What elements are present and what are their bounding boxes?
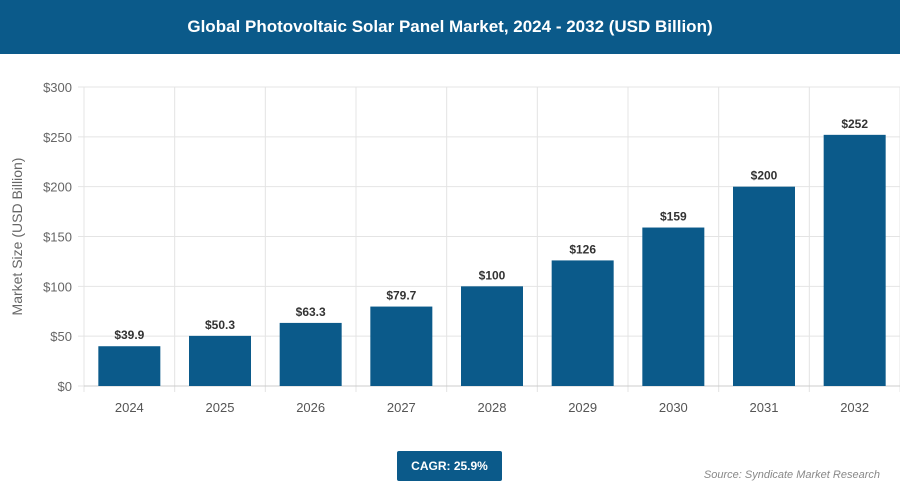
bar-2024: [98, 346, 161, 386]
data-label: $50.3: [205, 318, 235, 332]
bar-2032: [823, 134, 886, 386]
bar-chart: $0 $50 $100 $150 $200 $250 $300 $39.9 2024 $50.3 2…: [9, 80, 900, 415]
data-label: $79.7: [386, 289, 416, 303]
bar-2028: [461, 286, 523, 386]
data-label: $200: [751, 169, 778, 183]
y-tick-label: $200: [43, 180, 72, 195]
chart-title: Global Photovoltaic Solar Panel Market, …: [0, 0, 900, 54]
y-tick-label: $0: [58, 379, 72, 394]
y-tick-label: $300: [43, 80, 72, 95]
x-tick-label: 2026: [296, 400, 325, 415]
bar-2031: [733, 186, 795, 386]
bar-2030: [642, 227, 705, 386]
bar-2025: [189, 335, 251, 386]
y-tick-label: $250: [43, 130, 72, 145]
x-tick-label: 2028: [478, 400, 507, 415]
x-tick-label: 2029: [568, 400, 597, 415]
x-tick-label: 2024: [115, 400, 144, 415]
bar-2027: [370, 306, 433, 386]
data-label: $252: [841, 117, 868, 131]
y-tick-label: $50: [50, 329, 72, 344]
y-tick-label: $100: [43, 279, 72, 294]
x-tick-label: 2030: [659, 400, 688, 415]
y-tick-label: $150: [43, 230, 72, 245]
x-tick-label: 2027: [387, 400, 416, 415]
bar-2029: [551, 260, 614, 386]
source-note: Source: Syndicate Market Research: [703, 469, 880, 481]
bar-2026: [279, 322, 342, 386]
data-label: $159: [660, 210, 687, 224]
data-label: $63.3: [296, 305, 326, 319]
data-label: $126: [569, 242, 596, 256]
x-tick-label: 2032: [840, 400, 869, 415]
cagr-badge: CAGR: 25.9%: [397, 451, 502, 481]
data-label: $100: [479, 268, 506, 282]
x-tick-label: 2031: [750, 400, 779, 415]
x-tick-label: 2025: [206, 400, 235, 415]
y-axis-title: Market Size (USD Billion): [9, 158, 25, 316]
data-label: $39.9: [114, 328, 144, 342]
